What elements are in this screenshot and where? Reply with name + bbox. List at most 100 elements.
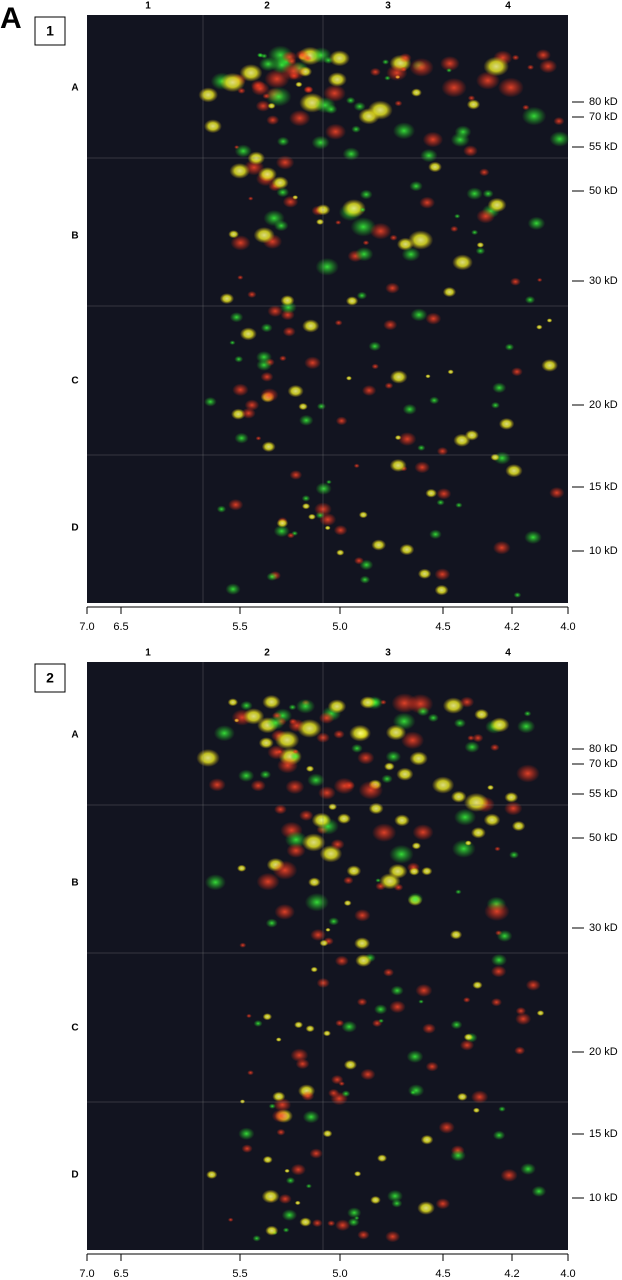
gel-spot [492, 540, 511, 555]
gel-spot [400, 731, 425, 750]
gel-spot [220, 72, 246, 93]
gel-spot [324, 525, 331, 531]
gel-spot [389, 1000, 406, 1014]
gel-spot [498, 1106, 506, 1112]
gel-spot [328, 803, 338, 811]
gel-spot [216, 505, 227, 513]
gel-spot [327, 72, 347, 87]
gel-spot [531, 1185, 547, 1197]
gel-spot [536, 1010, 545, 1016]
gel-spot [318, 711, 335, 724]
panel-label-box [34, 663, 66, 693]
gel-spot [266, 572, 278, 581]
gel-spot [242, 708, 265, 725]
gel-spot [442, 697, 465, 714]
gel-spot [330, 838, 345, 850]
gel-spot [428, 161, 442, 173]
gel-spot [475, 247, 486, 255]
gel-spot [311, 135, 330, 150]
gel-spot [253, 1020, 263, 1027]
gel-spot [247, 290, 257, 299]
gel-image [87, 662, 568, 1250]
gel-spot [227, 698, 239, 707]
gel-spot [238, 1127, 255, 1140]
gel-spot [466, 187, 483, 200]
gel-spot [260, 388, 279, 403]
gel-spot [471, 1090, 489, 1104]
row-label: A [71, 83, 78, 94]
gel-spot [354, 909, 371, 922]
gel-spot [282, 1227, 290, 1233]
gel-spot [333, 729, 345, 739]
gel-spot [385, 1230, 401, 1243]
gel-spot [447, 369, 454, 375]
gel-spot [274, 804, 287, 815]
gel-spot [261, 441, 276, 453]
gel-spot [471, 229, 479, 236]
mw-label: 50 kD [589, 832, 618, 844]
gel-spot [295, 698, 316, 714]
gel-spot [204, 874, 226, 891]
gel-spot [267, 745, 287, 760]
gel-spot [527, 64, 535, 70]
gel-spot [284, 831, 308, 849]
gel-spot [309, 1148, 323, 1159]
gel-spot [307, 773, 325, 787]
gel-spot [549, 486, 565, 499]
mw-label: 80 kD [589, 96, 618, 108]
gel-spot [464, 840, 472, 846]
gel-spot [290, 1048, 309, 1063]
gel-spot [431, 776, 455, 794]
gel-spot [383, 968, 394, 977]
gel-spot [396, 767, 414, 781]
gel-spot [368, 802, 384, 815]
gel-spot [391, 1199, 403, 1208]
gel-spot [279, 355, 287, 362]
gel-spot [343, 1059, 357, 1070]
gel-spot [517, 719, 536, 734]
gel-spot [516, 764, 540, 783]
gel-spot [459, 696, 475, 708]
gel-spot [198, 87, 219, 103]
gel-spot [525, 979, 541, 991]
gel-spot [379, 873, 401, 890]
gel-spot [271, 1109, 290, 1123]
column-label: 4 [505, 648, 511, 659]
gel-spot [322, 1129, 333, 1138]
gel-spot [494, 846, 501, 852]
gel-spot [490, 401, 500, 409]
row-label: C [71, 376, 78, 387]
gel-spot [266, 715, 285, 730]
gel-spot [345, 96, 356, 105]
gel-spot [434, 568, 451, 581]
gel-spot [255, 436, 262, 441]
gel-spot [425, 374, 431, 379]
gel-spot [511, 54, 520, 61]
gel-spot [274, 903, 295, 920]
gel-spot [315, 257, 339, 276]
gel-spot [463, 145, 478, 157]
gel-spot [281, 61, 307, 81]
gel-spot [335, 1219, 351, 1232]
gel-spot [359, 189, 373, 200]
gel-spot [425, 488, 438, 498]
gel-spot [389, 844, 414, 864]
column-label: 1 [145, 1, 151, 12]
gel-spot [206, 1170, 218, 1180]
gel-spot [392, 712, 416, 731]
gel-spot [420, 1134, 434, 1145]
gel-spot [335, 416, 348, 426]
gel-spot [429, 529, 442, 540]
gel-spot [252, 1235, 261, 1242]
gel-spot [402, 403, 417, 415]
gel-spot [515, 1006, 527, 1015]
ph-label: 5.5 [232, 621, 247, 633]
gel-spot [371, 823, 397, 842]
gel-spot [266, 115, 280, 126]
gel-spot [387, 1189, 403, 1203]
gel-spot [472, 1107, 480, 1114]
gel-spot [272, 860, 298, 880]
mw-label: 30 kD [589, 922, 618, 934]
gel-spot [327, 1220, 336, 1227]
